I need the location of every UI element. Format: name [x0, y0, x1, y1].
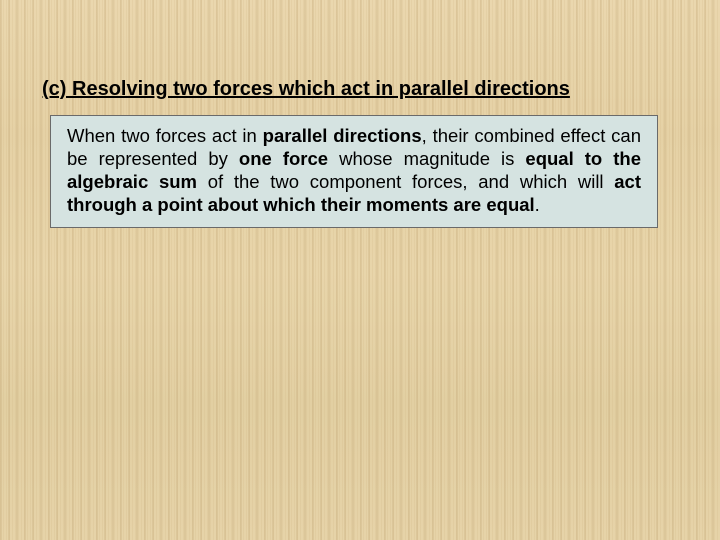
body-paragraph: When two forces act in parallel directio…	[67, 124, 641, 217]
bold-segment: parallel directions	[263, 125, 422, 146]
text-segment: .	[535, 194, 540, 215]
content-box: When two forces act in parallel directio…	[50, 115, 658, 228]
text-segment: When two forces act in	[67, 125, 263, 146]
section-heading: (c) Resolving two forces which act in pa…	[40, 78, 680, 101]
slide-page: (c) Resolving two forces which act in pa…	[0, 0, 720, 540]
text-segment: of the two component forces, and which w…	[197, 171, 614, 192]
bold-segment: one force	[239, 148, 328, 169]
text-segment: whose magnitude is	[328, 148, 525, 169]
